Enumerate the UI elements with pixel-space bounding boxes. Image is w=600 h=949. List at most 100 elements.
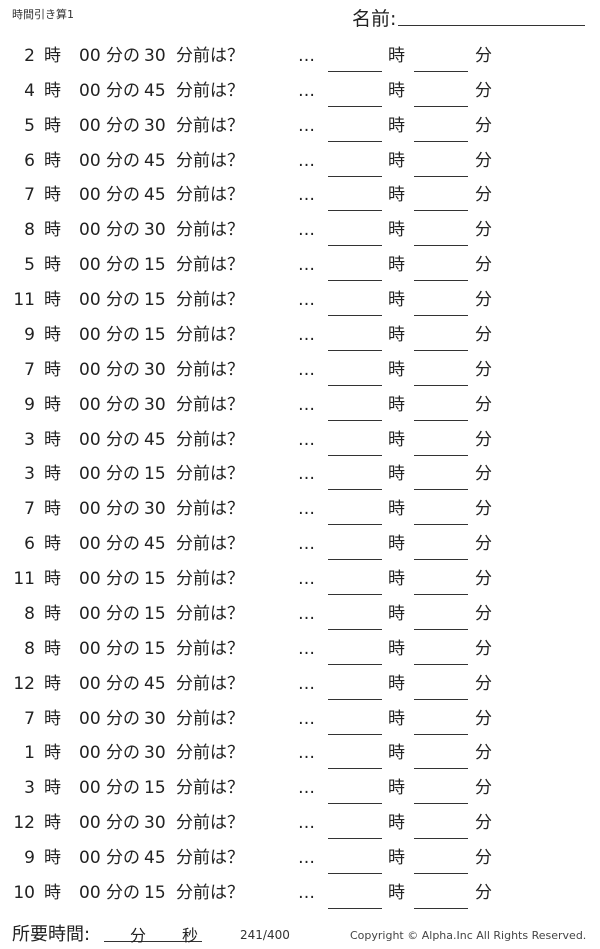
answer-hour-blank[interactable] xyxy=(328,838,382,840)
ellipsis: … xyxy=(298,429,315,450)
ellipsis: … xyxy=(298,638,315,659)
name-label: 名前: xyxy=(352,8,397,30)
answer-minute-blank[interactable] xyxy=(414,907,468,909)
answer-minute-blank[interactable] xyxy=(414,524,468,526)
hour-value: 11 xyxy=(13,569,35,590)
answer-minute-blank[interactable] xyxy=(414,71,468,72)
subtract-value: 15 xyxy=(144,638,166,659)
answer-minute-blank[interactable] xyxy=(414,594,468,596)
name-field[interactable] xyxy=(398,25,585,26)
answer-hour-blank[interactable] xyxy=(328,489,382,491)
answer-minute-blank[interactable] xyxy=(414,663,468,665)
answer-minute-blank[interactable] xyxy=(414,384,468,386)
answer-minute-blank[interactable] xyxy=(414,105,468,107)
hour-value: 12 xyxy=(13,813,35,834)
min-before-label: 分前は？ xyxy=(176,429,244,450)
answer-minute-blank[interactable] xyxy=(414,559,468,561)
answer-hour-unit: 時 xyxy=(388,394,405,415)
answer-minute-blank[interactable] xyxy=(414,489,468,491)
answer-minute-blank[interactable] xyxy=(414,315,468,317)
answer-hour-blank[interactable] xyxy=(328,105,382,107)
min-before-label: 分前は？ xyxy=(176,185,244,206)
answer-hour-blank[interactable] xyxy=(328,873,382,874)
min-of-label: 分の xyxy=(106,80,140,101)
answer-hour-blank[interactable] xyxy=(328,524,382,526)
answer-minute-blank[interactable] xyxy=(414,140,468,142)
answer-hour-unit: 時 xyxy=(388,882,405,903)
answer-minute-blank[interactable] xyxy=(414,245,468,247)
answer-hour-blank[interactable] xyxy=(328,454,382,456)
hour-unit: 時 xyxy=(44,638,61,659)
subtract-value: 30 xyxy=(144,220,166,241)
answer-hour-blank[interactable] xyxy=(328,140,382,142)
answer-hour-blank[interactable] xyxy=(328,175,382,177)
answer-minute-blank[interactable] xyxy=(414,280,468,282)
answer-hour-blank[interactable] xyxy=(328,315,382,317)
answer-hour-blank[interactable] xyxy=(328,245,382,247)
minute-value: 00 xyxy=(79,324,101,345)
answer-minute-blank[interactable] xyxy=(414,210,468,212)
problem-row: 10 時 00 分の 15 分前は？ … 時 分 xyxy=(0,876,600,911)
ellipsis: … xyxy=(298,46,315,66)
min-of-label: 分の xyxy=(106,848,140,868)
answer-hour-blank[interactable] xyxy=(328,594,382,596)
copyright: Copyright © Alpha.Inc All Rights Reserve… xyxy=(350,929,587,942)
min-before-label: 分前は？ xyxy=(176,115,244,136)
hour-unit: 時 xyxy=(44,185,61,206)
problem-row: 9 時 00 分の 30 分前は？… 時分 xyxy=(0,388,600,423)
hour-unit: 時 xyxy=(44,394,61,415)
answer-minute-blank[interactable] xyxy=(414,628,468,630)
answer-hour-blank[interactable] xyxy=(328,210,382,212)
min-before-label: 分前は？ xyxy=(176,359,244,380)
ellipsis: … xyxy=(298,813,315,834)
answer-hour-blank[interactable] xyxy=(328,419,382,421)
answer-minute-blank[interactable] xyxy=(414,698,468,700)
answer-minute-unit: 分 xyxy=(475,394,492,415)
answer-minute-blank[interactable] xyxy=(414,733,468,735)
answer-hour-blank[interactable] xyxy=(328,349,382,351)
answer-hour-blank[interactable] xyxy=(328,663,382,665)
answer-hour-unit: 時 xyxy=(388,115,405,136)
min-of-label: 分の xyxy=(106,569,140,590)
min-of-label: 分の xyxy=(106,220,140,241)
answer-hour-blank[interactable] xyxy=(328,803,382,805)
subtract-value: 45 xyxy=(144,150,166,171)
answer-hour-blank[interactable] xyxy=(328,907,382,909)
answer-hour-blank[interactable] xyxy=(328,733,382,735)
answer-hour-unit: 時 xyxy=(388,150,405,171)
answer-minute-unit: 分 xyxy=(475,255,492,276)
subtract-value: 15 xyxy=(144,255,166,276)
answer-minute-blank[interactable] xyxy=(414,349,468,351)
answer-minute-blank[interactable] xyxy=(414,803,468,805)
answer-hour-blank[interactable] xyxy=(328,559,382,561)
answer-minute-blank[interactable] xyxy=(414,873,468,874)
time-required-field[interactable] xyxy=(104,941,202,942)
min-of-label: 分の xyxy=(106,882,140,903)
problem-row: 2 時 00 分の 30 分前は？… 時分 xyxy=(0,39,600,74)
min-before-label: 分前は？ xyxy=(176,603,244,624)
minute-value: 00 xyxy=(79,534,101,555)
answer-minute-blank[interactable] xyxy=(414,175,468,177)
answer-minute-blank[interactable] xyxy=(414,419,468,421)
answer-hour-blank[interactable] xyxy=(328,384,382,386)
answer-hour-blank[interactable] xyxy=(328,768,382,770)
min-of-label: 分の xyxy=(106,743,140,764)
subtract-value: 15 xyxy=(144,464,166,485)
answer-hour-blank[interactable] xyxy=(328,280,382,282)
subtract-value: 30 xyxy=(144,46,166,66)
answer-hour-blank[interactable] xyxy=(328,698,382,700)
ellipsis: … xyxy=(298,882,315,903)
answer-hour-blank[interactable] xyxy=(328,628,382,630)
answer-minute-blank[interactable] xyxy=(414,454,468,456)
answer-minute-blank[interactable] xyxy=(414,768,468,770)
time-seconds-label: 秒 xyxy=(182,926,199,945)
answer-hour-blank[interactable] xyxy=(328,71,382,72)
answer-hour-unit: 時 xyxy=(388,359,405,380)
minute-value: 00 xyxy=(79,638,101,659)
answer-minute-blank[interactable] xyxy=(414,838,468,840)
answer-minute-unit: 分 xyxy=(475,185,492,206)
hour-value: 8 xyxy=(24,638,35,659)
min-of-label: 分の xyxy=(106,324,140,345)
subtract-value: 30 xyxy=(144,708,166,729)
